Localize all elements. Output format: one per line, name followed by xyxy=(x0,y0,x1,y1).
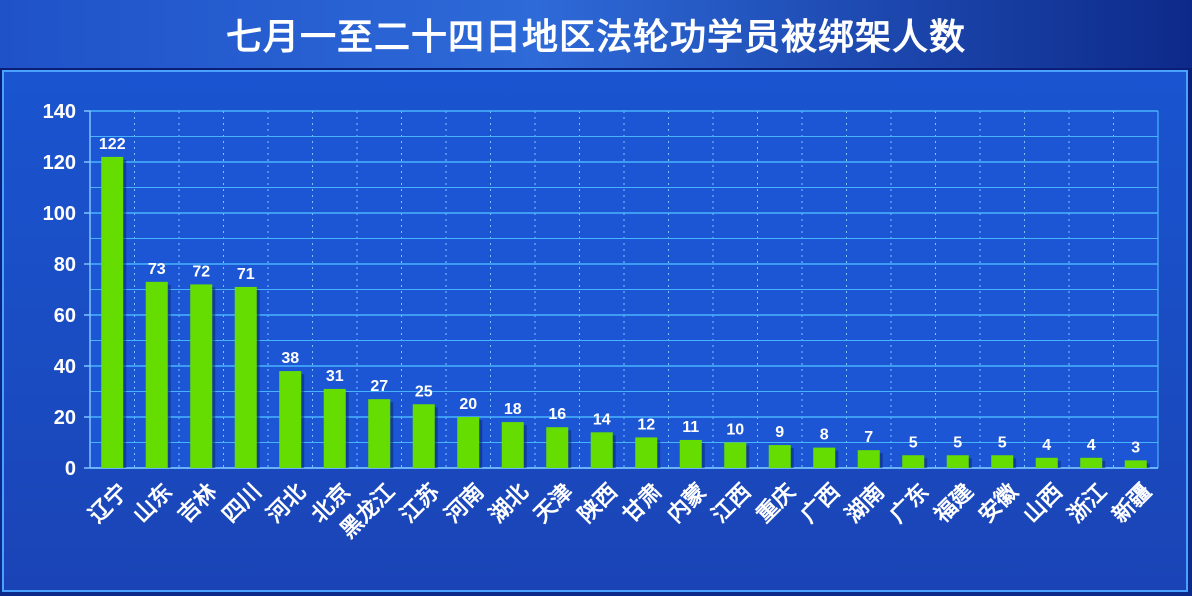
y-tick-label: 60 xyxy=(54,305,76,327)
data-label: 38 xyxy=(281,350,299,367)
data-label: 72 xyxy=(192,263,210,280)
data-label: 5 xyxy=(909,434,918,451)
bar xyxy=(323,388,346,468)
bar xyxy=(1080,457,1103,468)
bar xyxy=(635,437,658,468)
bar xyxy=(902,455,925,468)
category-label: 安徽 xyxy=(974,478,1024,528)
bar xyxy=(1124,460,1147,468)
category-label: 吉林 xyxy=(173,479,223,529)
data-label: 10 xyxy=(726,422,744,439)
category-label: 重庆 xyxy=(751,479,801,529)
bar xyxy=(279,371,302,468)
data-label: 3 xyxy=(1131,439,1140,456)
category-label: 广西 xyxy=(796,479,846,529)
bar xyxy=(412,404,435,468)
data-label: 4 xyxy=(1087,437,1096,454)
bar xyxy=(546,427,569,468)
bar xyxy=(457,417,480,468)
bar xyxy=(101,156,124,468)
bar xyxy=(1035,457,1058,468)
category-label: 天津 xyxy=(529,479,579,529)
bar xyxy=(190,284,213,468)
category-label: 山西 xyxy=(1019,479,1068,528)
bar xyxy=(724,442,747,468)
bar xyxy=(768,445,791,468)
bar xyxy=(145,281,168,468)
y-tick-label: 20 xyxy=(54,407,76,429)
y-tick-label: 80 xyxy=(54,254,76,276)
y-tick-label: 140 xyxy=(43,101,76,123)
category-label: 陕西 xyxy=(574,479,623,528)
category-label: 四川 xyxy=(218,479,267,528)
bar xyxy=(991,455,1014,468)
category-label: 江苏 xyxy=(395,479,445,529)
category-label: 广东 xyxy=(885,479,935,529)
data-label: 25 xyxy=(415,383,433,400)
bar xyxy=(590,432,613,468)
category-label: 甘肃 xyxy=(618,479,668,529)
data-label: 20 xyxy=(459,396,477,413)
category-label: 新疆 xyxy=(1107,479,1157,529)
data-label: 4 xyxy=(1042,437,1051,454)
data-label: 16 xyxy=(548,406,566,423)
category-label: 河北 xyxy=(262,479,311,528)
category-label: 福建 xyxy=(929,479,979,529)
y-tick-label: 40 xyxy=(54,356,76,378)
y-tick-label: 100 xyxy=(43,203,76,225)
data-label: 9 xyxy=(775,424,784,441)
data-label: 31 xyxy=(326,368,344,385)
data-label: 7 xyxy=(864,429,873,446)
bar xyxy=(501,422,524,468)
chart-title: 七月一至二十四日地区法轮功学员被绑架人数 xyxy=(225,17,966,58)
bar xyxy=(857,450,880,468)
bar xyxy=(813,447,836,468)
data-label: 122 xyxy=(99,136,126,153)
data-label: 5 xyxy=(998,434,1007,451)
y-tick-label: 120 xyxy=(43,152,76,174)
category-label: 浙江 xyxy=(1063,479,1112,528)
data-label: 12 xyxy=(637,416,655,433)
data-label: 8 xyxy=(820,427,829,444)
category-label: 内蒙 xyxy=(663,479,712,528)
data-label: 18 xyxy=(504,401,522,418)
category-label: 河南 xyxy=(440,479,489,528)
y-tick-label: 0 xyxy=(65,458,76,480)
data-label: 11 xyxy=(682,419,699,436)
category-label: 湖北 xyxy=(485,479,534,528)
category-label: 湖南 xyxy=(841,479,890,528)
data-label: 27 xyxy=(370,378,388,395)
title-banner: 七月一至二十四日地区法轮功学员被绑架人数 xyxy=(0,0,1192,68)
data-label: 73 xyxy=(148,261,166,278)
data-label: 71 xyxy=(237,266,255,283)
data-label: 14 xyxy=(593,411,611,428)
category-label: 辽宁 xyxy=(84,479,134,529)
bar xyxy=(679,439,702,468)
data-label: 5 xyxy=(953,434,962,451)
bar xyxy=(946,455,969,468)
bar xyxy=(368,399,391,468)
bar xyxy=(234,286,257,468)
category-label: 江西 xyxy=(707,479,756,528)
category-label: 山东 xyxy=(128,479,178,529)
